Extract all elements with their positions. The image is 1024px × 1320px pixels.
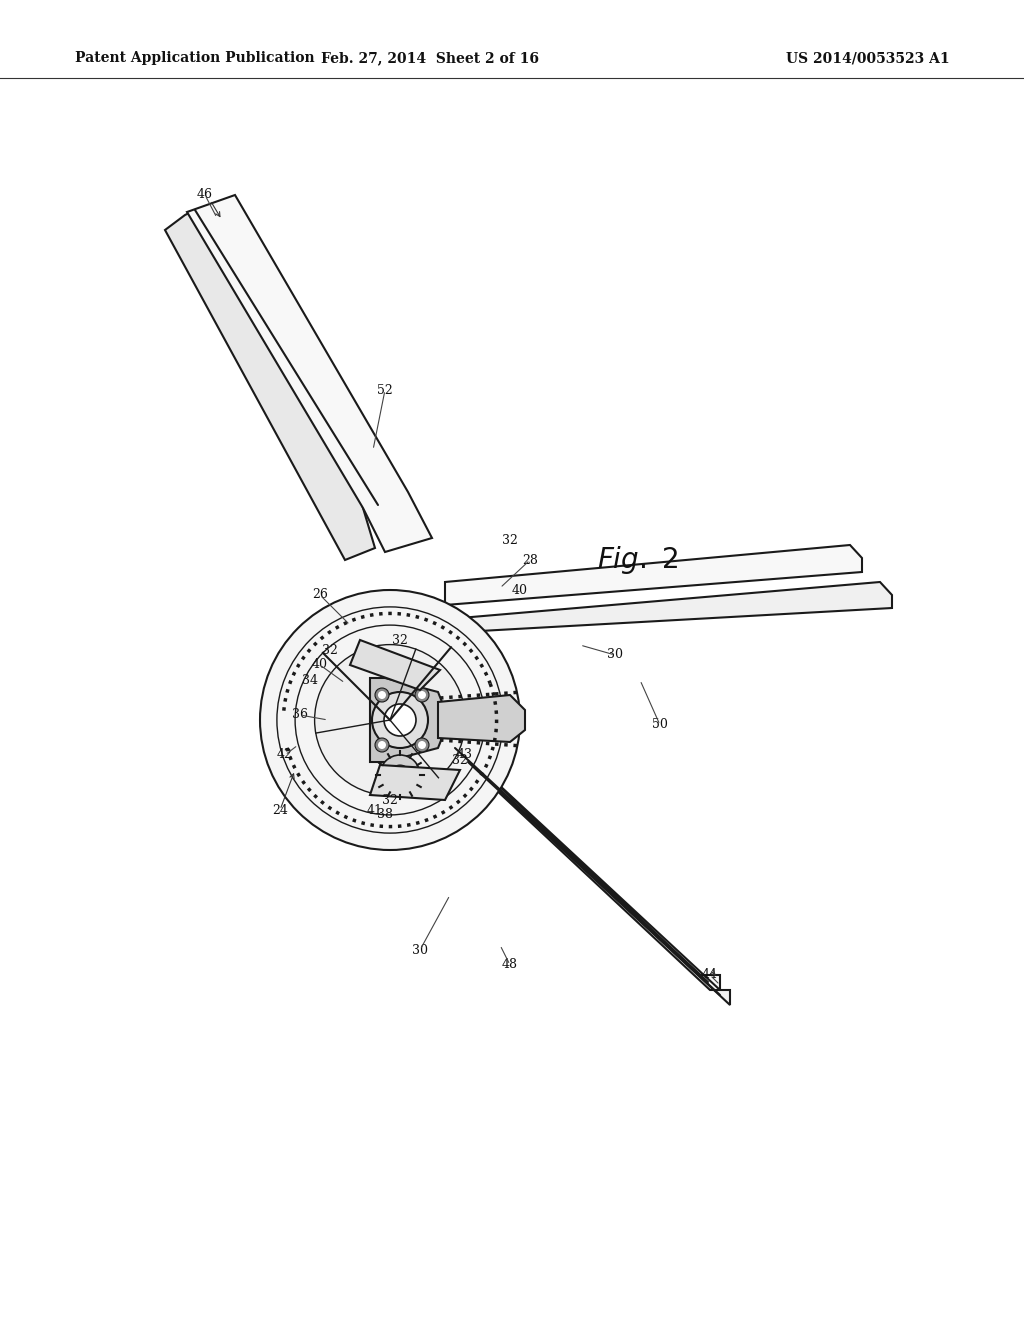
Text: 50: 50 bbox=[652, 718, 668, 731]
Text: $\mathit{Fig.\ 2}$: $\mathit{Fig.\ 2}$ bbox=[597, 544, 679, 576]
Text: 43: 43 bbox=[457, 748, 473, 762]
Circle shape bbox=[415, 688, 429, 702]
Text: 30: 30 bbox=[607, 648, 623, 661]
Text: 30: 30 bbox=[412, 944, 428, 957]
Text: 40: 40 bbox=[312, 659, 328, 672]
Text: Patent Application Publication: Patent Application Publication bbox=[75, 51, 314, 65]
Circle shape bbox=[418, 690, 426, 700]
Text: 46: 46 bbox=[197, 189, 213, 202]
Text: 32: 32 bbox=[382, 793, 398, 807]
Text: 38: 38 bbox=[377, 808, 393, 821]
Polygon shape bbox=[452, 742, 720, 990]
Polygon shape bbox=[460, 582, 892, 632]
Text: 32: 32 bbox=[392, 634, 408, 647]
Circle shape bbox=[378, 741, 386, 748]
Text: 32: 32 bbox=[502, 533, 518, 546]
Polygon shape bbox=[187, 195, 432, 552]
Polygon shape bbox=[462, 758, 730, 1005]
Circle shape bbox=[415, 738, 429, 752]
Circle shape bbox=[378, 690, 386, 700]
Text: 44: 44 bbox=[702, 969, 718, 982]
Text: US 2014/0053523 A1: US 2014/0053523 A1 bbox=[786, 51, 950, 65]
Polygon shape bbox=[370, 766, 460, 800]
Polygon shape bbox=[370, 678, 442, 762]
Circle shape bbox=[375, 688, 389, 702]
Text: 42: 42 bbox=[278, 748, 293, 762]
Circle shape bbox=[375, 738, 389, 752]
Text: 32: 32 bbox=[323, 644, 338, 656]
Polygon shape bbox=[195, 203, 406, 498]
Text: 40: 40 bbox=[512, 583, 528, 597]
Circle shape bbox=[418, 741, 426, 748]
Circle shape bbox=[314, 644, 465, 796]
Text: 48: 48 bbox=[502, 958, 518, 972]
Circle shape bbox=[295, 626, 485, 814]
Text: Feb. 27, 2014  Sheet 2 of 16: Feb. 27, 2014 Sheet 2 of 16 bbox=[321, 51, 539, 65]
Circle shape bbox=[390, 766, 410, 785]
Polygon shape bbox=[350, 640, 440, 690]
Text: 36: 36 bbox=[292, 709, 308, 722]
Circle shape bbox=[380, 755, 420, 795]
Polygon shape bbox=[438, 696, 525, 742]
Polygon shape bbox=[445, 545, 862, 605]
Text: 24: 24 bbox=[272, 804, 288, 817]
Circle shape bbox=[384, 704, 416, 737]
Circle shape bbox=[372, 692, 428, 748]
Polygon shape bbox=[165, 210, 375, 560]
Text: 28: 28 bbox=[522, 553, 538, 566]
Text: 52: 52 bbox=[377, 384, 393, 396]
Circle shape bbox=[260, 590, 520, 850]
Text: 34: 34 bbox=[302, 673, 318, 686]
Text: 32: 32 bbox=[452, 754, 468, 767]
Text: 41: 41 bbox=[367, 804, 383, 817]
Text: 26: 26 bbox=[312, 589, 328, 602]
